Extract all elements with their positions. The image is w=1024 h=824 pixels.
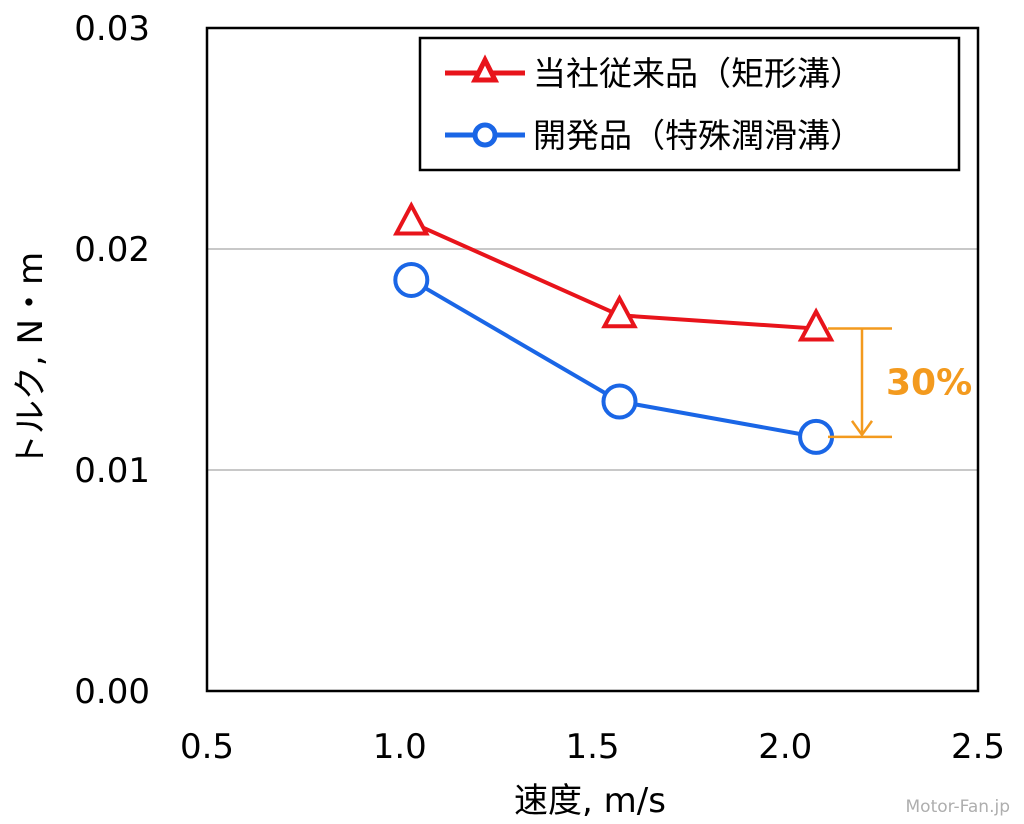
y-tick-labels: 0.00 0.01 0.02 0.03 (74, 9, 150, 712)
triangle-marker (797, 307, 835, 342)
series-group (392, 201, 835, 455)
legend-label-developed: 開発品（特殊潤滑溝） (533, 116, 863, 155)
x-axis-label: 速度, m/s (514, 781, 666, 821)
legend-circle-marker (472, 122, 498, 148)
y-tick-label: 0.01 (74, 451, 150, 491)
y-tick-label: 0.00 (74, 672, 150, 712)
legend-box (418, 36, 961, 172)
annotation-label: 30% (886, 363, 972, 404)
reduction-annotation: 30% (828, 327, 972, 439)
x-tick-label: 1.5 (565, 727, 619, 767)
y-axis-label: トルク, N・m (11, 252, 51, 468)
legend-triangle-marker (470, 54, 500, 83)
x-tick-label: 2.5 (951, 727, 1005, 767)
triangle-marker (601, 294, 638, 329)
plot-frame (205, 26, 980, 693)
x-tick-labels: 0.5 1.0 1.5 2.0 2.5 (180, 727, 1005, 767)
y-tick-label: 0.03 (74, 9, 150, 49)
legend-label-conventional: 当社従来品（矩形溝） (533, 54, 863, 93)
x-tick-label: 0.5 (180, 727, 234, 767)
x-tick-label: 1.0 (373, 727, 427, 767)
triangle-marker (392, 201, 430, 236)
circle-marker (798, 418, 835, 455)
watermark-logo: Motor-Fan.jp (906, 797, 1011, 817)
gridlines (207, 248, 978, 471)
circle-marker (393, 261, 430, 298)
annotation-arrowhead (850, 420, 874, 438)
legend: 当社従来品（矩形溝） 開発品（特殊潤滑溝） (418, 36, 961, 172)
circle-marker (601, 383, 638, 420)
y-tick-label: 0.02 (74, 230, 150, 270)
x-tick-label: 2.0 (758, 727, 812, 767)
